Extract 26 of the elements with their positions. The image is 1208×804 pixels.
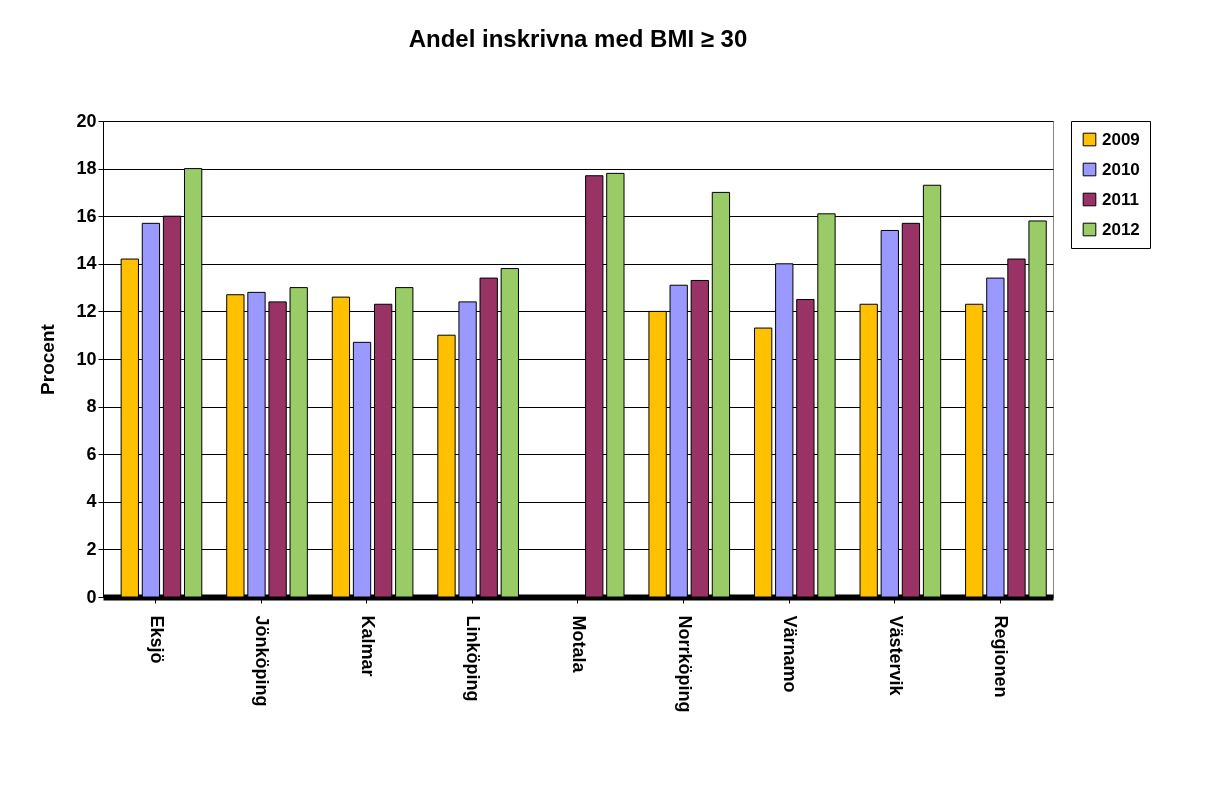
y-tick-label: 10 <box>76 348 97 369</box>
y-axis-title: Procent <box>37 323 59 395</box>
x-tick-label: Västervik <box>885 615 906 697</box>
y-tick-label: 18 <box>76 158 97 179</box>
y-tick-label: 16 <box>76 205 97 226</box>
y-tick-label: 20 <box>76 110 97 131</box>
chart-title: Andel inskrivna med BMI ≥ 30 <box>408 25 748 52</box>
x-tick-label: Värnamo <box>780 615 801 693</box>
y-tick-label: 0 <box>86 586 97 607</box>
legend-label: 2009 <box>1102 129 1140 149</box>
y-tick-label: 8 <box>86 396 97 417</box>
x-tick-label: Jönköping <box>252 615 273 707</box>
y-tick-label: 2 <box>86 538 97 559</box>
x-tick-label: Regionen <box>991 615 1012 698</box>
x-tick-label: Motala <box>569 615 589 674</box>
y-tick-label: 6 <box>86 443 97 464</box>
x-tick-label: Kalmar <box>357 615 378 677</box>
legend-label: 2012 <box>1102 219 1140 239</box>
y-tick-label: 14 <box>76 253 97 274</box>
legend-label: 2010 <box>1102 159 1140 179</box>
x-tick-label: Eksjö <box>146 615 167 664</box>
x-tick-label: Linköping <box>463 615 484 702</box>
legend-label: 2011 <box>1102 189 1139 209</box>
y-tick-label: 4 <box>86 491 97 512</box>
x-tick-label: Norrköping <box>674 615 695 713</box>
y-tick-label: 12 <box>76 300 97 321</box>
